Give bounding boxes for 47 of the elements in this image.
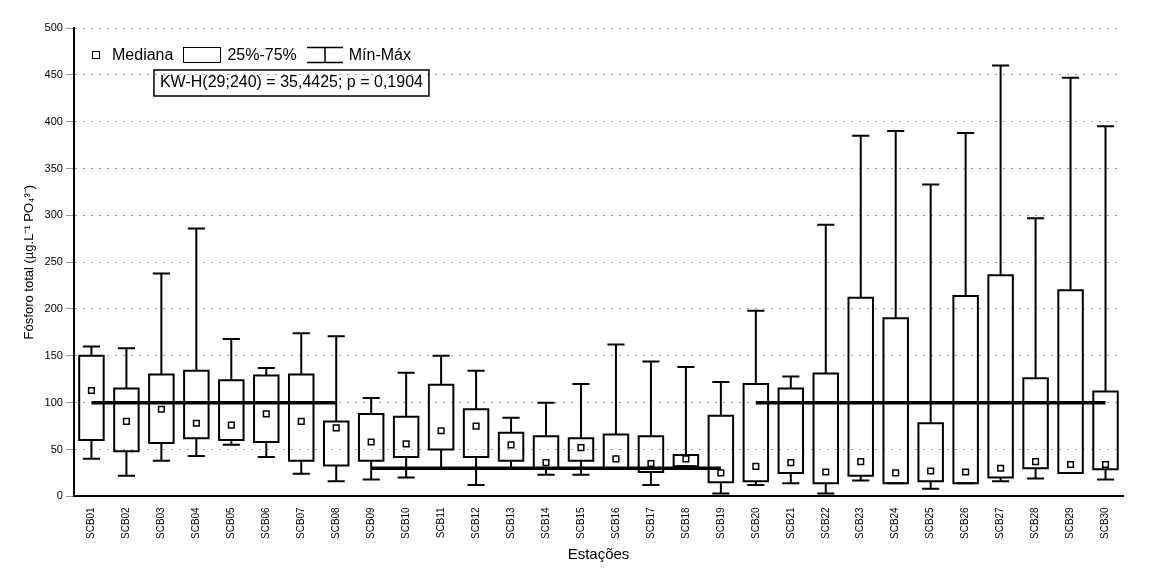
x-tick-label: SCB16 xyxy=(609,506,621,539)
y-tick-label: 450 xyxy=(44,67,63,80)
x-tick-label: SCB22 xyxy=(819,506,831,539)
y-tick-label: 100 xyxy=(44,395,63,408)
annotation: Mediana xyxy=(112,46,174,64)
y-tick-label: 50 xyxy=(50,442,63,455)
y-tick-label: 150 xyxy=(44,348,63,361)
x-tick-label: SCB28 xyxy=(1029,506,1041,539)
x-tick-label: SCB12 xyxy=(469,506,481,539)
x-tick-label: SCB29 xyxy=(1064,506,1076,539)
y-tick-label: 200 xyxy=(44,302,63,315)
y-tick-label: 0 xyxy=(56,489,63,502)
x-tick-label: SCB25 xyxy=(924,506,936,539)
x-axis-title: Estações xyxy=(567,545,630,563)
x-tick-label: SCB03 xyxy=(155,506,167,539)
x-tick-label: SCB30 xyxy=(1099,506,1111,539)
x-tick-label: SCB23 xyxy=(854,506,866,539)
y-tick-label: 300 xyxy=(44,208,63,221)
x-tick-label: SCB17 xyxy=(644,506,656,539)
annotation: KW-H(29;240) = 35,4425; p = 0,1904 xyxy=(159,73,424,91)
y-tick-label: 350 xyxy=(44,161,63,174)
x-tick-label: SCB04 xyxy=(190,506,202,539)
x-tick-label: SCB08 xyxy=(329,506,341,539)
x-tick-label: SCB19 xyxy=(714,506,726,539)
x-tick-label: SCB02 xyxy=(120,506,132,539)
x-tick-label: SCB18 xyxy=(679,506,691,539)
y-tick-label: 250 xyxy=(44,255,63,268)
x-tick-label: SCB21 xyxy=(784,506,796,539)
annotation: 25%-75% xyxy=(227,46,297,64)
x-tick-label: SCB14 xyxy=(539,506,551,539)
y-axis-title: Fósforo total (µg.L⁻¹ PO₄³⁻) xyxy=(21,184,37,340)
x-tick-label: SCB20 xyxy=(749,506,761,539)
x-tick-label: SCB26 xyxy=(959,506,971,539)
x-tick-label: SCB15 xyxy=(574,506,586,539)
x-tick-label: SCB07 xyxy=(295,506,306,539)
x-tick-label: SCB06 xyxy=(260,506,272,539)
x-tick-label: SCB13 xyxy=(504,506,516,539)
x-tick-label: SCB10 xyxy=(399,506,411,539)
x-tick-label: SCB24 xyxy=(889,506,901,539)
x-tick-label: SCB11 xyxy=(434,506,446,539)
x-tick-label: SCB01 xyxy=(85,506,97,539)
x-tick-label: SCB09 xyxy=(364,506,376,539)
y-tick-label: 400 xyxy=(44,114,63,127)
x-tick-label: SCB27 xyxy=(994,506,1006,539)
x-tick-label: SCB05 xyxy=(225,506,237,539)
y-tick-label: 500 xyxy=(44,21,63,34)
annotation: Mín-Máx xyxy=(348,46,411,64)
